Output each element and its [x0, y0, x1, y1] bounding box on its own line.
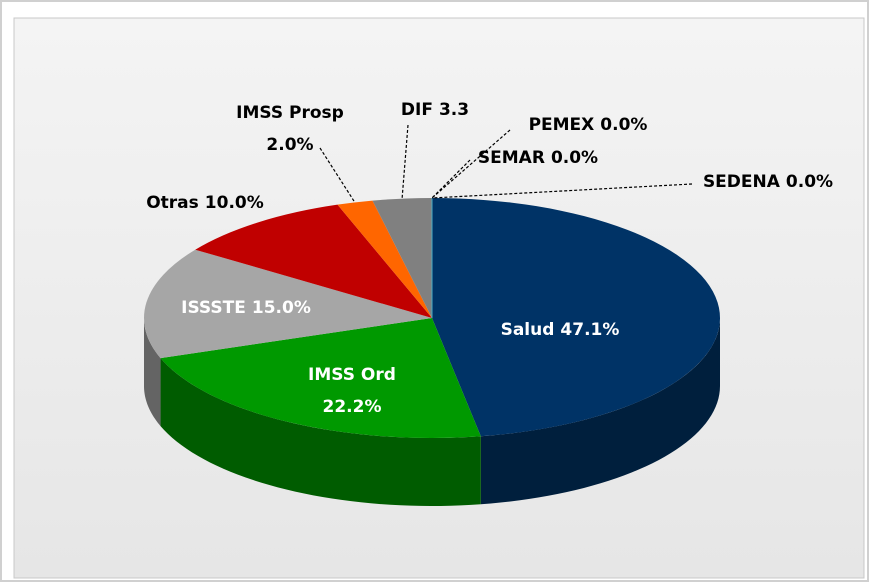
category-label: Otras — [146, 193, 199, 213]
leader-line — [319, 147, 356, 203]
data-label: Salud 47.1% — [501, 320, 620, 340]
category-label: PEMEX — [529, 115, 595, 135]
data-label: SEMAR 0.0% — [478, 148, 598, 168]
data-label: ISSSTE 15.0% — [181, 298, 311, 318]
category-label: SEMAR — [478, 148, 545, 168]
slice — [432, 198, 721, 437]
slice-side — [480, 318, 720, 505]
value-label: 0.0% — [551, 148, 598, 168]
value-label: 0.0% — [600, 115, 647, 135]
value-label: 22.2% — [323, 397, 382, 417]
data-label: IMSS Ord 22.2% — [308, 365, 396, 417]
data-label: IMSS Prosp 2.0% — [236, 103, 344, 155]
category-label: SEDENA — [703, 172, 781, 192]
leader-line — [401, 124, 409, 199]
leader-line — [431, 129, 511, 199]
slice — [144, 249, 432, 359]
data-label: DIF 3.3 — [401, 100, 469, 120]
value-label: 47.1% — [560, 320, 619, 340]
slice-side — [144, 318, 161, 427]
category-label: Salud — [501, 320, 555, 340]
slice — [160, 318, 481, 439]
data-label: Otras 10.0% — [146, 193, 264, 213]
category-label: IMSS Prosp — [236, 103, 344, 123]
slice — [372, 198, 432, 318]
slice — [337, 200, 432, 318]
value-label: 15.0% — [252, 298, 311, 318]
value-label: 3.3 — [439, 100, 469, 120]
data-label: PEMEX 0.0% — [529, 115, 648, 135]
leader-line — [431, 159, 471, 199]
category-label: DIF — [401, 100, 433, 120]
data-label: SEDENA 0.0% — [703, 172, 833, 192]
leader-line — [431, 183, 693, 199]
slice-side — [160, 358, 481, 506]
value-label: 2.0% — [266, 135, 313, 155]
category-label: IMSS Ord — [308, 365, 396, 385]
slice — [195, 204, 432, 318]
value-label: 10.0% — [205, 193, 264, 213]
category-label: ISSSTE — [181, 298, 246, 318]
value-label: 0.0% — [786, 172, 833, 192]
